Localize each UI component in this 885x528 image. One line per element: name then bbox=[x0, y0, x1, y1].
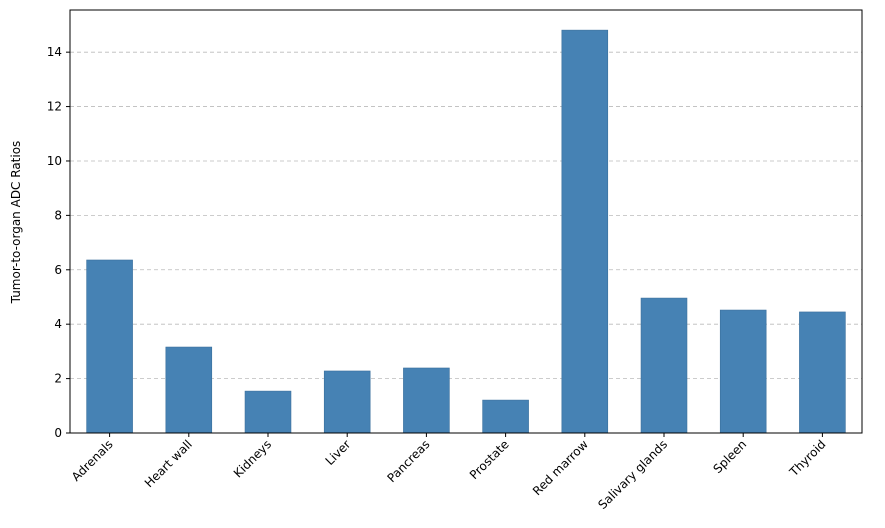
bar bbox=[482, 399, 529, 434]
bar bbox=[719, 309, 767, 434]
bar bbox=[244, 390, 292, 434]
y-tick-label: 14 bbox=[47, 45, 62, 59]
x-tick-label: Red marrow bbox=[530, 437, 591, 498]
y-tick-label: 12 bbox=[47, 100, 62, 114]
bar bbox=[323, 370, 371, 434]
x-tick-label: Kidneys bbox=[231, 437, 274, 480]
bar bbox=[799, 311, 846, 434]
x-tick-label: Liver bbox=[323, 437, 354, 468]
y-axis-label: Tumor-to-organ ADC Ratios bbox=[9, 141, 23, 305]
y-tick-label: 8 bbox=[54, 208, 62, 222]
bar bbox=[86, 259, 133, 434]
bar bbox=[640, 297, 688, 434]
x-tick-label: Thyroid bbox=[786, 437, 828, 479]
plot-frame bbox=[69, 9, 863, 434]
x-tick-label: Pancreas bbox=[384, 437, 432, 485]
x-tick-label: Heart wall bbox=[142, 437, 195, 490]
x-tick-label: Spleen bbox=[710, 437, 749, 476]
y-tick-label: 4 bbox=[54, 317, 62, 331]
bar bbox=[403, 367, 450, 434]
bar bbox=[561, 29, 609, 434]
y-tick-label: 10 bbox=[47, 154, 62, 168]
y-tick-label: 6 bbox=[54, 263, 62, 277]
bar bbox=[165, 346, 213, 434]
x-tick-label: Adrenals bbox=[69, 437, 116, 484]
x-tick-label: Salivary glands bbox=[595, 437, 670, 512]
x-tick-label: Prostate bbox=[467, 437, 512, 482]
y-tick-label: 0 bbox=[54, 426, 62, 440]
y-tick-label: 2 bbox=[54, 372, 62, 386]
